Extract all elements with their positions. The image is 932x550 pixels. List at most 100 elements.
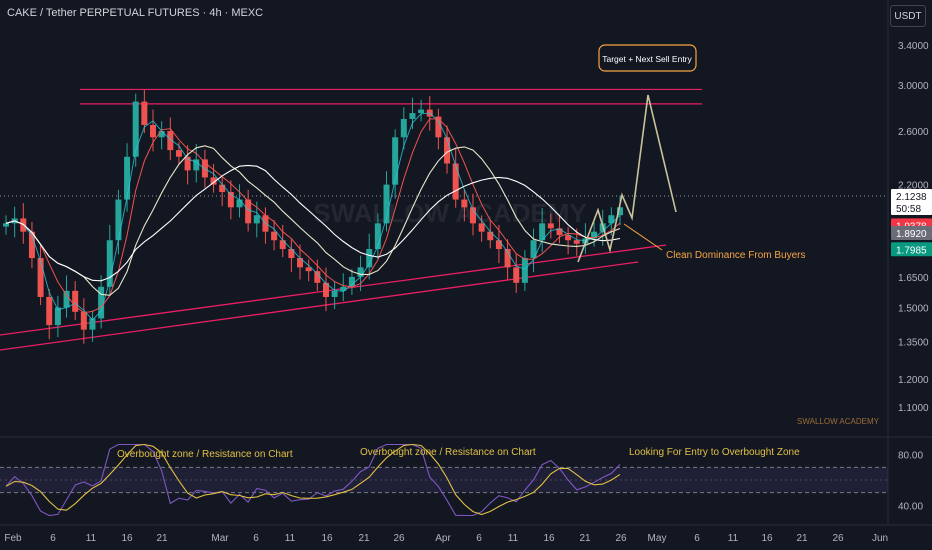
x-tick-label-12: 6: [476, 533, 482, 544]
candle-body: [357, 267, 364, 277]
candle-body: [591, 231, 598, 239]
watermark-big: SWALLOW ACADEMY: [313, 198, 586, 228]
candle-body: [444, 137, 451, 164]
x-tick-label-10: 26: [393, 533, 405, 544]
x-tick-label-13: 11: [508, 533, 519, 544]
oscillator-tick-label-0: 80.00: [898, 451, 923, 462]
x-tick-label-6: 6: [253, 533, 259, 544]
candle-body: [236, 199, 243, 208]
y-tick-label-7: 1.2000: [898, 375, 929, 386]
oscillator-signal-line: [5, 443, 621, 516]
x-tick-label-7: 11: [285, 533, 296, 544]
projection-path: [577, 94, 677, 263]
candle-body: [141, 101, 148, 125]
candle-body: [487, 231, 494, 241]
target-annotation: Target + Next Sell Entry: [598, 44, 697, 72]
x-tick-label-20: 16: [761, 533, 773, 544]
candle-body: [305, 267, 312, 272]
x-tick-label-11: Apr: [435, 533, 451, 544]
y-tick-label-6: 1.3500: [898, 337, 929, 348]
candle-body: [556, 228, 563, 236]
candle-body: [98, 286, 105, 319]
price-label-text: 1.7985: [896, 245, 927, 256]
candle-body: [3, 223, 9, 227]
x-tick-label-8: 16: [321, 533, 333, 544]
ma-slow: [5, 145, 621, 296]
x-tick-label-9: 21: [358, 533, 370, 544]
candle-body: [115, 199, 122, 241]
price-label-bg: [891, 188, 932, 215]
candle-body: [469, 207, 476, 224]
x-tick-label-17: May: [648, 533, 667, 544]
price-label-2: 1.8920: [891, 226, 932, 241]
candle-body: [54, 307, 61, 326]
oscillator-tick-label-1: 40.00: [898, 501, 923, 512]
candle-body: [521, 258, 528, 283]
currency-button[interactable]: USDT: [890, 5, 926, 27]
candle-body: [366, 249, 373, 268]
candle-body: [617, 207, 623, 216]
overbought-label-2: Overbought zone / Resistance on Chart: [360, 447, 536, 458]
ma-fast: [5, 112, 621, 321]
price-label-text: 1.8920: [896, 229, 927, 240]
candle-body: [322, 282, 329, 297]
ma-mid: [5, 118, 621, 314]
price-label-bg: [891, 242, 932, 257]
x-tick-label-3: 16: [121, 533, 133, 544]
candle-body: [348, 276, 355, 287]
price-label-text: 2.1238: [896, 192, 927, 203]
candle-body: [314, 271, 321, 283]
candle-body: [46, 296, 53, 326]
candle-body: [132, 101, 139, 157]
candle-body: [374, 223, 381, 250]
y-tick-label-3: 2.2000: [898, 181, 929, 192]
candle-body: [418, 109, 425, 114]
candle-body: [297, 258, 304, 268]
candle-body: [63, 290, 70, 308]
candle-body: [245, 199, 252, 224]
candle-body: [530, 240, 537, 259]
candle-body: [435, 116, 442, 138]
candle-body: [504, 249, 511, 268]
x-tick-label-1: 6: [50, 533, 56, 544]
price-label-bg: [891, 226, 932, 241]
candle-body: [28, 231, 35, 259]
candle-body: [400, 118, 407, 138]
candle-body: [279, 240, 286, 250]
y-tick-label-8: 1.1000: [898, 403, 929, 414]
channel-line-lower: [0, 261, 639, 351]
looking-entry-label: Looking For Entry to Overbought Zone: [629, 447, 800, 458]
candle-body: [409, 113, 416, 119]
x-tick-label-15: 21: [579, 533, 591, 544]
candle-body: [72, 290, 79, 312]
candle-body: [608, 215, 615, 224]
candle-body: [150, 124, 157, 138]
dominance-arrow: [623, 223, 663, 251]
x-tick-label-19: 11: [728, 533, 739, 544]
y-tick-label-0: 3.4000: [898, 41, 929, 52]
y-tick-label-1: 3.0000: [898, 81, 929, 92]
watermark-small: SWALLOW ACADEMY: [797, 417, 880, 426]
candle-body: [452, 163, 459, 200]
candle-body: [175, 150, 182, 157]
channel-line-upper: [0, 244, 667, 336]
price-label-countdown: 50:58: [896, 204, 921, 215]
candle-body: [392, 137, 399, 185]
candle-body: [89, 318, 96, 330]
x-tick-label-14: 16: [543, 533, 555, 544]
candle-body: [288, 249, 295, 259]
x-tick-label-4: 21: [156, 533, 168, 544]
candle-body: [461, 199, 468, 208]
candle-body: [158, 131, 165, 138]
candle-body: [331, 290, 338, 297]
candle-body: [547, 223, 554, 229]
x-tick-label-2: 11: [86, 533, 97, 544]
oscillator-line: [5, 443, 621, 517]
x-tick-label-18: 6: [694, 533, 700, 544]
candle-body: [37, 258, 44, 297]
candle-body: [495, 240, 502, 250]
y-tick-label-4: 1.6500: [898, 273, 929, 284]
x-tick-label-23: Jun: [872, 533, 888, 544]
